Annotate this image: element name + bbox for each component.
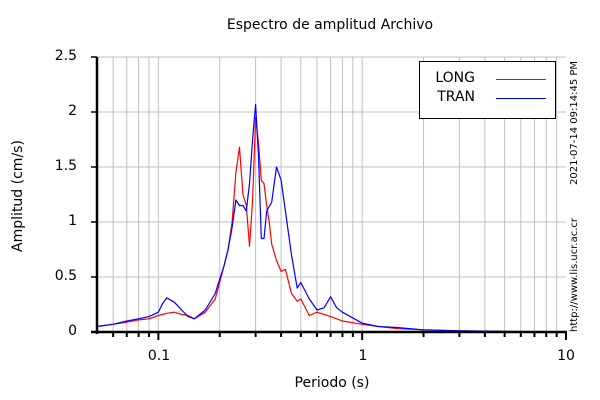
chart-title: Espectro de amplitud Archivo xyxy=(226,17,434,33)
x-tick-label: 1 xyxy=(358,348,368,364)
legend: LONG TRAN xyxy=(419,61,556,119)
y-tick-label: 0 xyxy=(68,323,77,339)
y-tick-label: 2 xyxy=(68,103,77,119)
y-tick-label: 1 xyxy=(68,213,77,229)
series-line-long xyxy=(96,116,567,333)
y-axis-label: Amplitud (cm/s) xyxy=(10,140,26,252)
source-url-text: http://www.lis.ucr.ac.cr xyxy=(569,218,580,332)
legend-item-long: LONG xyxy=(420,70,555,90)
x-tick-label: 0.1 xyxy=(147,348,171,364)
series-line-tran xyxy=(96,103,567,333)
legend-label: TRAN xyxy=(437,89,475,105)
y-tick-label: 1.5 xyxy=(54,158,77,174)
grid-lines xyxy=(97,56,566,332)
axes xyxy=(91,56,567,340)
legend-swatch-red xyxy=(496,79,546,80)
legend-label: LONG xyxy=(435,70,475,86)
x-tick-label: 10 xyxy=(557,348,575,364)
timestamp-text: 2021-07-14 09:14:45 PM xyxy=(569,60,580,185)
legend-swatch-blue xyxy=(496,98,546,99)
y-tick-label: 2.5 xyxy=(54,48,77,64)
x-axis-label: Periodo (s) xyxy=(294,375,370,391)
legend-item-tran: TRAN xyxy=(420,89,555,109)
y-tick-label: 0.5 xyxy=(54,268,77,284)
data-series xyxy=(96,103,567,333)
